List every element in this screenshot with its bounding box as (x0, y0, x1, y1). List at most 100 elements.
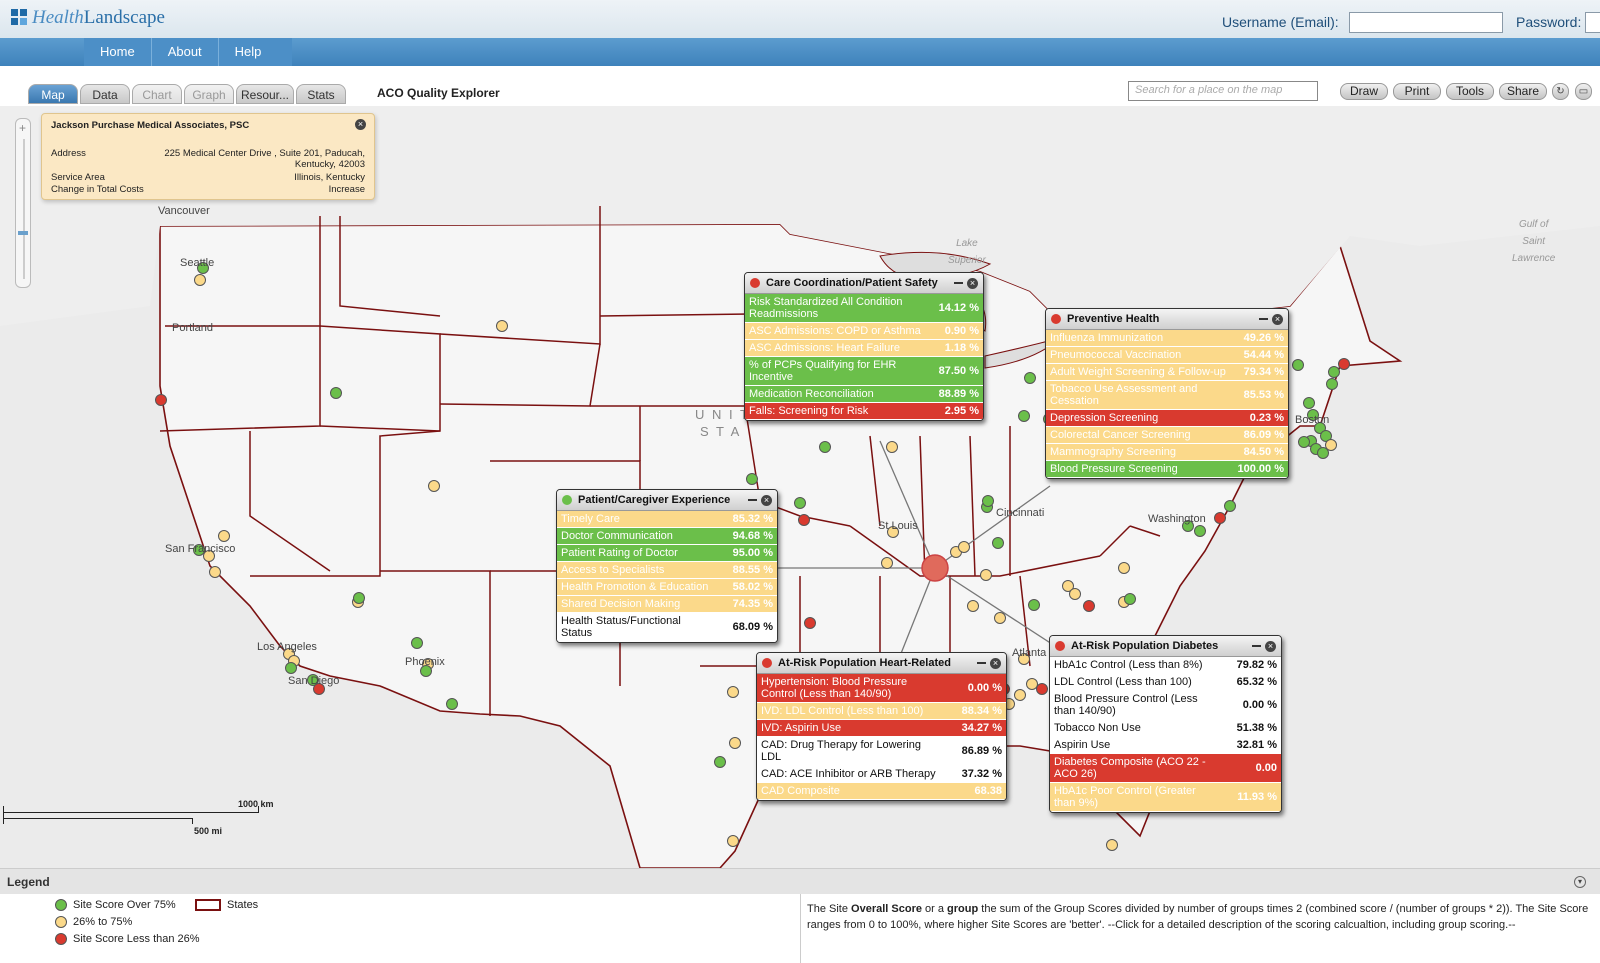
site-marker[interactable] (209, 566, 221, 578)
tools-button[interactable]: Tools (1446, 83, 1494, 100)
tab-resources[interactable]: Resour... (236, 84, 294, 104)
metric-row[interactable]: Tobacco Non Use 51.38 % (1050, 720, 1281, 737)
metric-row[interactable]: Blood Pressure Screening 100.00 % (1046, 461, 1288, 478)
panel-title-bar[interactable]: At-Risk Population Diabetes × (1050, 636, 1281, 657)
site-marker[interactable] (218, 530, 230, 542)
minimize-icon[interactable] (1252, 645, 1261, 647)
metric-row[interactable]: Blood Pressure Control (Less than 140/90… (1050, 691, 1281, 720)
metric-row[interactable]: Timely Care 85.32 % (557, 511, 777, 528)
panel-title-bar[interactable]: Preventive Health × (1046, 309, 1288, 330)
metric-row[interactable]: Depression Screening 0.23 % (1046, 410, 1288, 427)
site-marker[interactable] (1018, 410, 1030, 422)
metric-row[interactable]: Health Promotion & Education 58.02 % (557, 579, 777, 596)
nav-help[interactable]: Help (234, 44, 262, 59)
site-marker[interactable] (313, 683, 325, 695)
tab-graph[interactable]: Graph (184, 84, 234, 104)
nav-home[interactable]: Home (84, 38, 152, 66)
metric-row[interactable]: Colorectal Cancer Screening 86.09 % (1046, 427, 1288, 444)
metric-row[interactable]: HbA1c Control (Less than 8%) 79.82 % (1050, 657, 1281, 674)
site-marker[interactable] (1338, 358, 1350, 370)
close-icon[interactable]: × (967, 278, 978, 289)
metric-row[interactable]: Falls: Screening for Risk 2.95 % (745, 403, 983, 420)
site-marker[interactable] (1036, 683, 1048, 695)
site-marker[interactable] (1224, 500, 1236, 512)
site-marker[interactable] (203, 550, 215, 562)
metric-row[interactable]: Medication Reconciliation 88.89 % (745, 386, 983, 403)
tab-chart[interactable]: Chart (132, 84, 182, 104)
metric-row[interactable]: Tobacco Use Assessment and Cessation 85.5… (1046, 381, 1288, 410)
site-marker[interactable] (1325, 439, 1337, 451)
metric-row[interactable]: IVD: Aspirin Use 34.27 % (757, 720, 1006, 737)
site-marker[interactable] (155, 394, 167, 406)
site-marker[interactable] (727, 686, 739, 698)
site-marker[interactable] (746, 473, 758, 485)
panel-care-coordination[interactable]: Care Coordination/Patient Safety × Risk St… (744, 272, 984, 421)
site-marker[interactable] (411, 637, 423, 649)
metric-row[interactable]: Patient Rating of Doctor 95.00 % (557, 545, 777, 562)
site-marker[interactable] (994, 612, 1006, 624)
metric-row[interactable]: ASC Admissions: COPD or Asthma 0.90 % (745, 323, 983, 340)
zoom-track[interactable] (23, 139, 25, 279)
site-marker[interactable] (1014, 689, 1026, 701)
metric-row[interactable]: Adult Weight Screening & Follow-up 79.34 … (1046, 364, 1288, 381)
site-marker[interactable] (1303, 397, 1315, 409)
site-marker[interactable] (1024, 372, 1036, 384)
site-marker[interactable] (1118, 562, 1130, 574)
metric-row[interactable]: Doctor Communication 94.68 % (557, 528, 777, 545)
zoom-in-icon[interactable]: + (19, 121, 27, 135)
site-marker[interactable] (958, 541, 970, 553)
panel-title-bar[interactable]: Patient/Caregiver Experience × (557, 490, 777, 511)
panel-diabetes[interactable]: At-Risk Population Diabetes × HbA1c Contro… (1049, 635, 1282, 813)
metric-row[interactable]: Influenza Immunization 49.26 % (1046, 330, 1288, 347)
tab-data[interactable]: Data (80, 84, 130, 104)
metric-row[interactable]: LDL Control (Less than 100) 65.32 % (1050, 674, 1281, 691)
minimize-icon[interactable] (748, 499, 757, 501)
site-marker[interactable] (727, 835, 739, 847)
site-marker[interactable] (1083, 600, 1095, 612)
site-marker[interactable] (804, 617, 816, 629)
site-marker[interactable] (285, 662, 297, 674)
site-marker[interactable] (193, 544, 205, 556)
site-marker[interactable] (1298, 436, 1310, 448)
site-marker[interactable] (1314, 422, 1326, 434)
site-marker[interactable] (1317, 447, 1329, 459)
metric-row[interactable]: Hypertension: Blood Pressure Control (Le… (757, 674, 1006, 703)
legend-header[interactable]: Legend ▾ (0, 868, 1600, 894)
site-marker[interactable] (1026, 678, 1038, 690)
site-marker[interactable] (794, 497, 806, 509)
site-marker[interactable] (428, 480, 440, 492)
metric-row[interactable]: CAD: ACE Inhibitor or ARB Therapy 37.32 % (757, 766, 1006, 783)
site-marker[interactable] (1069, 588, 1081, 600)
site-marker[interactable] (446, 698, 458, 710)
minimize-icon[interactable] (1259, 318, 1268, 320)
metric-row[interactable]: HbA1c Poor Control (Greater than 9%) 11.9… (1050, 783, 1281, 812)
logo[interactable]: HealthLandscape (32, 7, 165, 28)
site-marker[interactable] (967, 600, 979, 612)
site-marker[interactable] (887, 526, 899, 538)
draw-button[interactable]: Draw (1340, 83, 1388, 100)
map-search-input[interactable]: Search for a place on the map (1128, 81, 1318, 101)
close-icon[interactable]: × (1265, 641, 1276, 652)
refresh-icon[interactable]: ↻ (1552, 83, 1569, 100)
site-marker[interactable] (881, 557, 893, 569)
metric-row[interactable]: Pneumococcal Vaccination 54.44 % (1046, 347, 1288, 364)
chevron-down-icon[interactable]: ▾ (1574, 876, 1586, 888)
metric-row[interactable]: Shared Decision Making 74.35 % (557, 596, 777, 613)
zoom-thumb[interactable] (18, 231, 28, 235)
site-marker[interactable] (714, 756, 726, 768)
close-icon[interactable]: × (990, 658, 1001, 669)
tab-stats[interactable]: Stats (296, 84, 346, 104)
site-marker[interactable] (982, 495, 994, 507)
metric-row[interactable]: Access to Specialists 88.55 % (557, 562, 777, 579)
panel-heart-related[interactable]: At-Risk Population Heart-Related × Hyperte… (756, 652, 1007, 801)
tab-map[interactable]: Map (28, 84, 78, 104)
site-marker[interactable] (1124, 593, 1136, 605)
metric-row[interactable]: IVD: LDL Control (Less than 100) 88.34 % (757, 703, 1006, 720)
score-description[interactable]: The Site Overall Score or a group the su… (800, 894, 1600, 963)
site-marker[interactable] (798, 514, 810, 526)
site-marker[interactable] (1106, 839, 1118, 851)
close-icon[interactable]: × (1272, 314, 1283, 325)
site-marker[interactable] (1326, 378, 1338, 390)
panel-title-bar[interactable]: Care Coordination/Patient Safety × (745, 273, 983, 294)
map-canvas[interactable]: Vancouver Seattle Portland San Francisco… (0, 106, 1600, 868)
